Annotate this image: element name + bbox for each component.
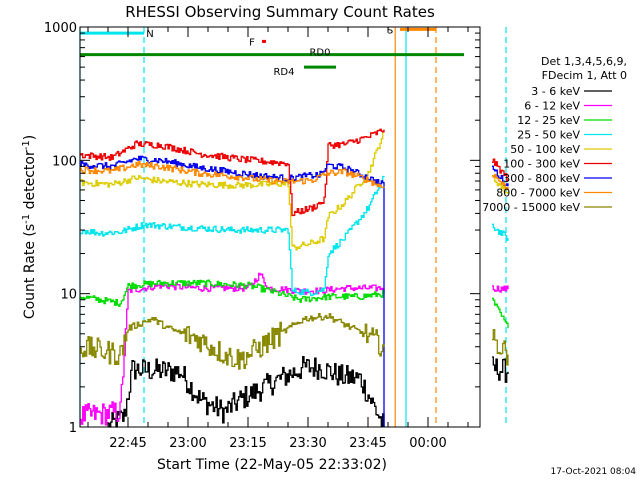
y-axis-label: Count Rate (s-1 detector-1) [21, 135, 38, 319]
annotation-label-rd4: RD4 [273, 67, 294, 78]
chart-title: RHESSI Observing Summary Count Rates [125, 3, 435, 21]
series-7-segment-0 [80, 160, 385, 189]
legend-info-line-1: FDecim 1, Att 0 [542, 69, 627, 82]
y-axis-label-part1: Count Rate (s [22, 224, 38, 319]
y-tick-label-3: 1000 [44, 21, 77, 36]
series-5 [80, 128, 509, 217]
legend-label-8: 7000 - 15000 keV [482, 201, 580, 214]
legend-label-0: 3 - 6 keV [531, 85, 580, 98]
series-3 [80, 175, 509, 297]
series-0-segment-1 [492, 356, 509, 383]
x-tick-label-4: 23:45 [349, 436, 386, 451]
series-lines [80, 128, 509, 428]
series-7 [80, 160, 509, 191]
series-1-segment-0 [80, 272, 385, 426]
annotations: N S F RD0 RD4 [80, 25, 464, 78]
legend-label-2: 12 - 25 keV [517, 114, 580, 127]
legend-label-6: 300 - 800 keV [503, 172, 580, 185]
annotation-label-s: S [387, 25, 393, 36]
legend-label-1: 6 - 12 keV [524, 100, 580, 113]
x-tick-label-1: 23:00 [169, 436, 206, 451]
y-axis-label-part3: ) [22, 135, 38, 140]
footer-date: 17-Oct-2021 08:04 [551, 467, 637, 477]
series-0-segment-0 [108, 356, 385, 428]
series-7-segment-1 [492, 173, 509, 191]
series-6-segment-0 [80, 155, 385, 427]
series-4 [80, 131, 509, 251]
series-4-segment-0 [80, 131, 385, 251]
y-axis-label-sup1: -1 [21, 214, 32, 224]
series-1 [80, 272, 509, 426]
x-tick-label-3: 23:30 [289, 436, 326, 451]
series-2 [80, 279, 509, 329]
legend-label-3: 25 - 50 keV [517, 129, 580, 142]
y-tick-label-0: 1 [69, 421, 77, 436]
x-axis-label: Start Time (22-May-05 22:33:02) [157, 457, 387, 473]
y-tick-label-1: 10 [60, 288, 77, 303]
series-3-segment-1 [492, 223, 509, 241]
legend: Det 1,3,4,5,6,9,FDecim 1, Att 0 3 - 6 keV… [482, 55, 627, 214]
y-axis-label-part2: detector [22, 150, 38, 214]
series-4-segment-1 [492, 175, 509, 194]
axis-ticks: 1 10 100 1000 22:45 23:00 23:15 23:30 23:45 00:00 [44, 21, 480, 451]
series-1-segment-1 [492, 285, 509, 293]
series-5-segment-1 [492, 158, 509, 182]
x-tick-label-2: 23:15 [229, 436, 266, 451]
series-2-segment-1 [492, 297, 509, 329]
y-axis-label-sup2: -1 [21, 140, 32, 150]
annotation-label-f: F [249, 37, 255, 48]
annotation-label-rd0: RD0 [309, 48, 330, 59]
plot-frame [79, 26, 481, 428]
series-8 [80, 313, 509, 370]
x-tick-label-5: 00:00 [409, 436, 446, 451]
legend-label-5: 100 - 300 keV [503, 158, 580, 171]
series-5-segment-0 [80, 128, 385, 217]
series-2-segment-0 [80, 279, 385, 307]
series-8-segment-1 [492, 328, 509, 366]
series-8-segment-0 [80, 313, 385, 370]
series-0 [108, 356, 509, 428]
legend-info-line-0: Det 1,3,4,5,6,9, [541, 55, 627, 68]
legend-label-7: 800 - 7000 keV [496, 187, 580, 200]
y-tick-label-2: 100 [52, 154, 77, 169]
legend-label-4: 50 - 100 keV [510, 143, 580, 156]
x-tick-label-0: 22:45 [109, 436, 146, 451]
annotation-label-n: N [146, 29, 153, 40]
series-3-segment-0 [80, 175, 385, 297]
